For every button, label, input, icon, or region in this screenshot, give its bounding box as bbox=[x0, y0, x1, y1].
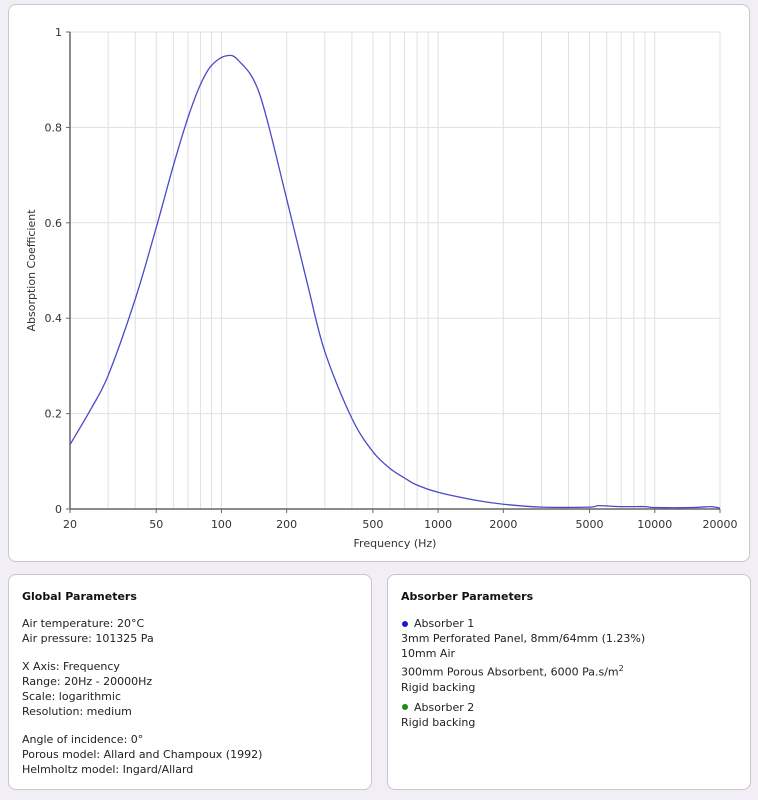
resolution: Resolution: medium bbox=[22, 705, 132, 718]
x-tick-label: 200 bbox=[276, 518, 297, 531]
absorber-parameters-panel: Absorber Parameters Absorber 1 3mm Perfo… bbox=[387, 574, 751, 790]
x-tick-label: 1000 bbox=[424, 518, 452, 531]
absorber-2-name: Absorber 2 bbox=[414, 700, 475, 714]
y-tick-label: 0 bbox=[55, 503, 62, 516]
global-parameters-panel: Global Parameters Air temperature: 20°C … bbox=[8, 574, 372, 790]
x-tick-label: 500 bbox=[362, 518, 383, 531]
absorber-parameters-title: Absorber Parameters bbox=[401, 590, 534, 603]
absorber-1-layer-text: 300mm Porous Absorbent, 6000 Pa.s/m bbox=[401, 665, 619, 679]
scale: Scale: logarithmic bbox=[22, 690, 121, 703]
x-tick-label: 10000 bbox=[637, 518, 672, 531]
series-line-absorber-1 bbox=[69, 54, 721, 509]
global-parameters-title: Global Parameters bbox=[22, 590, 137, 603]
x-tick-label: 2000 bbox=[489, 518, 517, 531]
absorber-1-layer: 10mm Air bbox=[401, 647, 456, 660]
x-tick-label: 20000 bbox=[703, 518, 738, 531]
y-tick-label: 0.6 bbox=[45, 217, 63, 230]
absorber-1-dot-icon bbox=[402, 620, 408, 627]
x-axis: X Axis: Frequency bbox=[22, 660, 120, 673]
absorber-1-name: Absorber 1 bbox=[414, 617, 475, 630]
superscript: 2 bbox=[618, 664, 624, 673]
absorber-1-layer: Rigid backing bbox=[401, 680, 476, 694]
y-axis-label: Absorption Coefficient bbox=[25, 209, 38, 332]
absorber-2-layer: Rigid backing bbox=[401, 715, 476, 729]
angle-of-incidence: Angle of incidence: 0° bbox=[22, 733, 144, 746]
absorber-1-layer: 3mm Perforated Panel, 8mm/64mm (1.23%) bbox=[401, 632, 646, 645]
x-axis-label: Frequency (Hz) bbox=[354, 537, 437, 550]
y-tick-label: 0.8 bbox=[45, 121, 63, 134]
air-temperature: Air temperature: 20°C bbox=[22, 617, 145, 630]
x-tick-label: 50 bbox=[149, 518, 163, 531]
absorber-1-layer: 300mm Porous Absorbent, 6000 Pa.s/m2 bbox=[401, 661, 737, 680]
absorption-chart: 0 0.2 0.4 0.6 0.8 1 20 50 100 200 500 1000 2000 5000 1… bbox=[25, 26, 738, 550]
helmholtz-model: Helmholtz model: Ingard/Allard bbox=[22, 763, 194, 776]
x-tick-label: 5000 bbox=[576, 518, 604, 531]
absorber-2-dot-icon bbox=[402, 704, 408, 711]
range: Range: 20Hz - 20000Hz bbox=[22, 675, 153, 688]
x-tick-label: 100 bbox=[211, 518, 232, 531]
absorber-1-header[interactable]: Absorber 1 bbox=[401, 616, 737, 631]
x-tick-label: 20 bbox=[63, 518, 77, 531]
porous-model: Porous model: Allard and Champoux (1992) bbox=[22, 748, 263, 761]
chart-panel: 0 0.2 0.4 0.6 0.8 1 20 50 100 200 500 1000 2000 5000 1… bbox=[8, 4, 750, 562]
absorber-2-header[interactable]: Absorber 2 bbox=[401, 700, 737, 715]
y-tick-label: 0.4 bbox=[45, 312, 63, 325]
air-pressure: Air pressure: 101325 Pa bbox=[22, 632, 154, 645]
y-tick-label: 0.2 bbox=[45, 408, 63, 421]
y-tick-label: 1 bbox=[55, 26, 62, 39]
